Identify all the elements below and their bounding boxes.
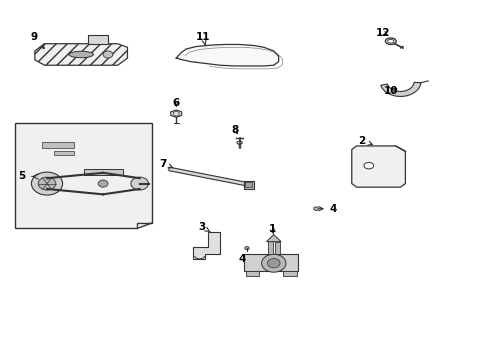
Polygon shape (88, 35, 108, 44)
Polygon shape (193, 232, 220, 259)
Bar (42, 142, 74, 148)
Bar (245, 182, 252, 187)
Circle shape (267, 258, 280, 268)
Polygon shape (83, 169, 122, 175)
Text: 10: 10 (383, 86, 397, 96)
Circle shape (103, 51, 113, 58)
Text: 4: 4 (238, 253, 245, 264)
Polygon shape (266, 234, 281, 242)
Bar (243, 181, 254, 189)
Polygon shape (15, 123, 152, 228)
Text: 11: 11 (195, 32, 210, 45)
Polygon shape (170, 110, 182, 117)
Circle shape (38, 177, 56, 190)
Ellipse shape (363, 162, 373, 169)
Text: 3: 3 (198, 222, 210, 232)
Polygon shape (35, 44, 127, 65)
Polygon shape (168, 167, 249, 186)
Polygon shape (351, 146, 405, 187)
Polygon shape (274, 242, 279, 253)
Text: 5: 5 (18, 171, 25, 181)
Text: 6: 6 (172, 98, 180, 108)
Polygon shape (244, 253, 298, 271)
Polygon shape (380, 82, 420, 96)
Polygon shape (176, 44, 278, 66)
Ellipse shape (237, 141, 242, 144)
Text: 9: 9 (30, 32, 44, 49)
Ellipse shape (244, 247, 248, 250)
Ellipse shape (69, 51, 93, 58)
Circle shape (261, 254, 285, 272)
Bar (54, 150, 74, 155)
Text: 2: 2 (357, 136, 372, 145)
Polygon shape (282, 271, 297, 276)
Text: 4: 4 (318, 204, 337, 214)
Polygon shape (267, 241, 272, 253)
Circle shape (31, 172, 62, 195)
Circle shape (131, 177, 148, 190)
Polygon shape (245, 271, 259, 276)
Text: 8: 8 (231, 125, 238, 135)
Text: 12: 12 (375, 28, 390, 38)
Text: 7: 7 (159, 158, 172, 168)
Circle shape (98, 180, 108, 187)
Ellipse shape (313, 207, 318, 211)
Text: 1: 1 (268, 225, 275, 234)
